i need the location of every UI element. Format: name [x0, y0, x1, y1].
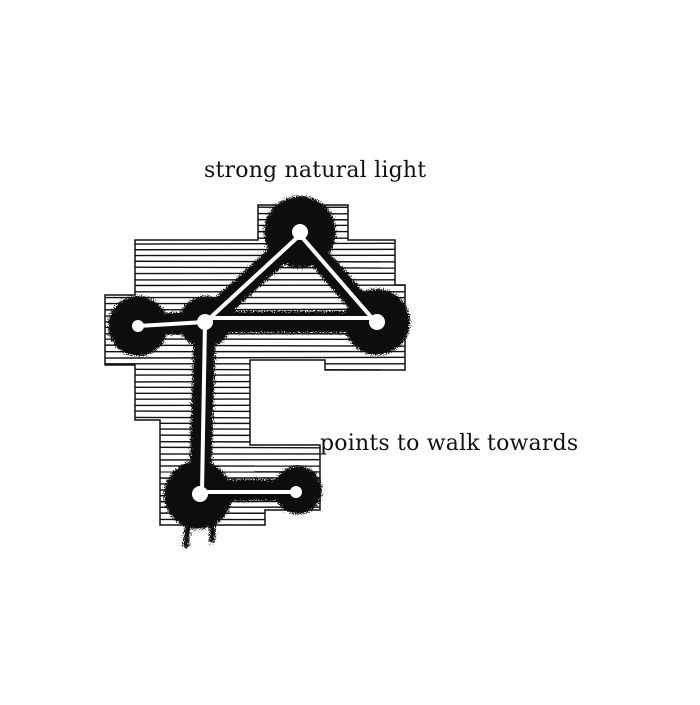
hatch-line: [103, 213, 407, 214]
plan-outline: [105, 205, 405, 525]
hatch-line: [103, 381, 405, 382]
hatch-line: [101, 357, 405, 358]
hatch-line: [101, 519, 406, 520]
hatch-line: [103, 459, 404, 460]
label-strong-natural-light: strong natural light: [204, 158, 426, 183]
plan-hatching: [100, 207, 410, 526]
label-points-to-walk-towards: points to walk towards: [320, 431, 578, 456]
hatch-line: [103, 417, 406, 418]
hatch-line: [103, 411, 408, 412]
hatch-line: [104, 219, 408, 220]
hatch-line: [101, 243, 408, 244]
hatch-line: [103, 478, 410, 479]
hatch-line: [104, 501, 409, 502]
